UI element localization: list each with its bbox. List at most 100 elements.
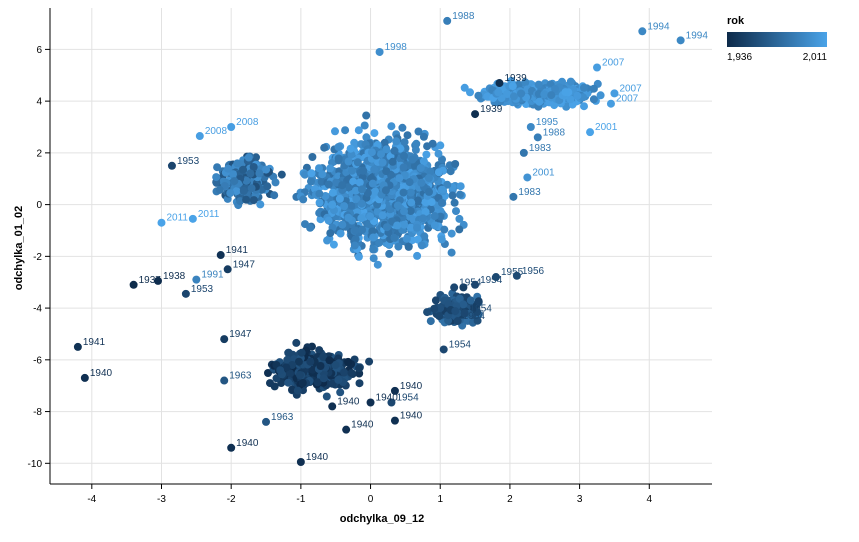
cloud-point <box>336 229 345 238</box>
cloud-point <box>352 195 361 203</box>
cloud-point <box>596 91 605 100</box>
cloud-point <box>394 242 403 251</box>
cloud-point <box>284 348 293 357</box>
data-point-label: 1995 <box>536 117 559 128</box>
legend-title: rok <box>727 15 745 27</box>
cloud-point <box>351 235 360 244</box>
x-tick-label: 3 <box>577 494 583 505</box>
cloud-point <box>331 361 340 369</box>
data-point <box>606 99 615 108</box>
cloud-point <box>455 294 464 303</box>
data-point <box>533 133 542 142</box>
cloud-point <box>413 251 422 260</box>
data-point <box>519 148 528 157</box>
cloud-point <box>474 297 483 306</box>
cloud-point <box>446 167 455 176</box>
cloud-point <box>329 240 338 249</box>
data-point-label: 2007 <box>616 94 639 105</box>
cloud-point <box>344 157 353 166</box>
cloud-point <box>407 198 416 207</box>
data-point-label: 1994 <box>647 21 670 32</box>
data-point-label: 1953 <box>191 284 214 295</box>
legend-gradient-bar <box>727 32 827 47</box>
x-tick-label: 0 <box>368 494 374 505</box>
cloud-point <box>294 357 303 366</box>
cloud-point <box>413 223 421 232</box>
cloud-point <box>355 364 364 373</box>
cloud-point <box>437 198 446 207</box>
cloud-point <box>270 191 279 200</box>
cloud-point <box>286 369 294 378</box>
data-point <box>188 214 197 223</box>
cloud-point <box>494 88 503 97</box>
cloud-point <box>334 154 343 163</box>
data-point-label: 1991 <box>201 270 224 281</box>
cloud-point <box>455 214 464 223</box>
data-point <box>390 416 399 425</box>
cloud-point <box>390 146 399 155</box>
cloud-point <box>423 308 432 317</box>
cloud-point <box>298 379 307 387</box>
cloud-point <box>392 137 401 146</box>
cloud-point <box>452 207 460 216</box>
cloud-point <box>316 362 325 370</box>
cloud-point <box>400 151 408 160</box>
cloud-point <box>373 260 382 269</box>
cloud-point <box>344 357 353 366</box>
cloud-point <box>226 189 235 198</box>
x-tick-label: 4 <box>647 494 653 505</box>
cloud-point <box>398 123 407 132</box>
data-point-label: 1954 <box>470 303 493 314</box>
data-point-label: 1947 <box>233 259 256 270</box>
cloud-point <box>335 194 344 203</box>
cloud-point <box>315 164 323 173</box>
cloud-point <box>414 127 423 136</box>
cloud-point <box>301 220 309 229</box>
cloud-point <box>459 300 468 309</box>
cloud-point <box>430 221 439 230</box>
cloud-point <box>416 164 425 172</box>
x-tick-label: -3 <box>157 494 166 505</box>
data-point-label: 1940 <box>351 420 374 431</box>
cloud-point <box>367 148 376 157</box>
cloud-point <box>440 225 449 234</box>
cloud-point <box>508 82 517 91</box>
data-point <box>223 265 232 274</box>
cloud-point <box>212 173 221 182</box>
cloud-point <box>580 83 588 92</box>
data-point-label: 1956 <box>522 266 545 277</box>
cloud-point <box>256 200 265 209</box>
cloud-point <box>213 163 222 172</box>
cloud-point <box>347 201 356 210</box>
data-point-label: 1939 <box>480 104 503 115</box>
cloud-point <box>229 170 237 179</box>
cloud-point <box>426 317 435 326</box>
cloud-point <box>328 188 337 197</box>
cloud-point <box>436 212 445 221</box>
cloud-point <box>413 235 422 244</box>
cloud-point <box>315 189 324 198</box>
cloud-point <box>388 157 397 166</box>
y-tick-label: -2 <box>33 252 42 263</box>
cloud-point <box>403 131 412 140</box>
data-point-label: 2008 <box>205 126 228 137</box>
cloud-point <box>411 145 420 154</box>
cloud-point <box>448 191 457 200</box>
cloud-point <box>354 252 363 261</box>
data-point <box>192 275 201 284</box>
cloud-point <box>370 165 379 174</box>
cloud-point <box>573 91 582 100</box>
data-point-label: 2001 <box>595 122 618 133</box>
data-point-label: 1954 <box>463 311 486 322</box>
cloud-point <box>378 211 387 220</box>
cloud-point <box>534 80 543 89</box>
data-point-label: 1938 <box>163 271 186 282</box>
cloud-point <box>358 185 366 194</box>
cloud-point <box>321 192 330 200</box>
data-point <box>638 27 647 36</box>
cloud-point <box>369 254 378 263</box>
cloud-point <box>324 180 333 189</box>
cloud-point <box>421 207 430 216</box>
cloud-point <box>249 196 258 205</box>
cloud-point <box>360 121 369 130</box>
